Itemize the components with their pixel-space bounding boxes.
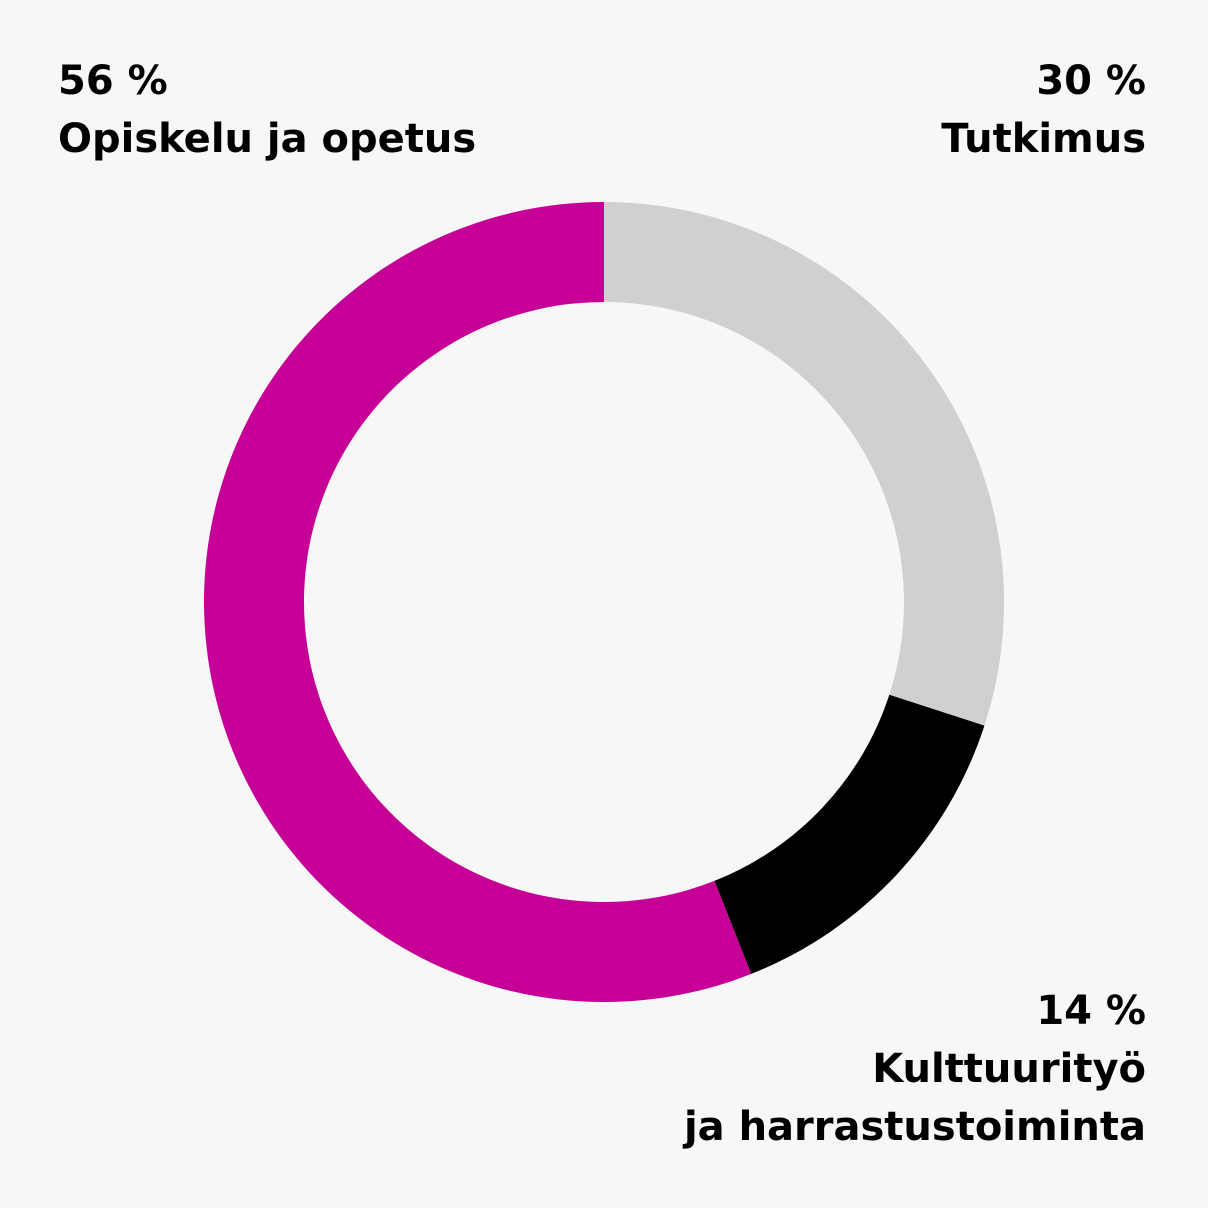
label-kulttuurityo-name-line1: Kulttuurityö — [872, 1046, 1146, 1092]
label-tutkimus: 30 % Tutkimus — [941, 52, 1146, 168]
label-kulttuurityo-percent: 14 % — [1036, 988, 1146, 1034]
label-kulttuurityo-name-line2: ja harrastustoiminta — [683, 1104, 1146, 1150]
label-opiskelu-name: Opiskelu ja opetus — [58, 116, 477, 162]
donut-slice-2 — [203, 202, 752, 1002]
label-tutkimus-name: Tutkimus — [941, 116, 1146, 162]
donut-slice-0 — [604, 202, 1004, 726]
label-opiskelu-percent: 56 % — [58, 58, 168, 104]
label-opiskelu: 56 % Opiskelu ja opetus — [58, 52, 476, 168]
label-kulttuurityo: 14 % Kulttuurityö ja harrastustoiminta — [684, 982, 1146, 1156]
donut-slice-1 — [714, 694, 985, 974]
label-tutkimus-percent: 30 % — [1036, 58, 1146, 104]
